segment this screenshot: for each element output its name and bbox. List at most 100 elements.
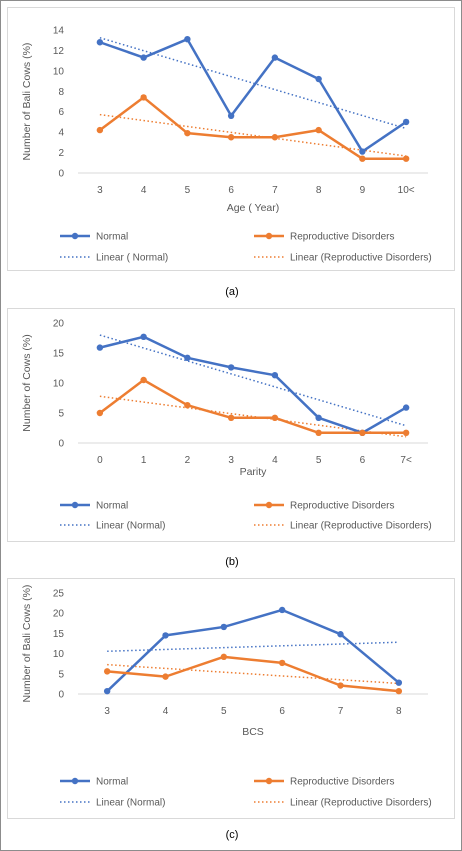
caption-a: (a) — [225, 286, 239, 298]
legend-label: Normal — [96, 777, 128, 788]
legend-label: Reproductive Disorders — [290, 777, 395, 788]
x-axis-title: Parity — [240, 466, 268, 478]
series-line — [99, 37, 407, 153]
x-tick-label: 10< — [398, 185, 415, 196]
data-point — [271, 134, 279, 141]
y-tick-label: 12 — [53, 46, 65, 57]
y-tick-label: 20 — [53, 319, 65, 330]
data-point — [337, 682, 344, 689]
data-point — [402, 118, 410, 126]
data-point — [140, 94, 147, 101]
legend-label: Reproductive Disorders — [290, 501, 395, 512]
x-tick-label: 5 — [185, 185, 191, 196]
data-point — [337, 631, 344, 638]
trendline — [107, 641, 399, 652]
data-point — [271, 54, 279, 61]
data-point — [271, 372, 279, 379]
legend-marker — [265, 232, 273, 240]
data-point — [96, 409, 104, 417]
data-point — [402, 155, 410, 162]
x-tick-label: 5 — [316, 455, 322, 466]
legend-label: Linear (Normal) — [96, 798, 165, 809]
data-point — [96, 39, 104, 46]
x-tick-label: 5 — [221, 706, 227, 717]
legend-label: Linear ( Normal) — [96, 253, 168, 264]
y-tick-label: 25 — [53, 589, 65, 600]
data-point — [227, 364, 235, 371]
x-tick-label: 3 — [104, 706, 110, 717]
data-point — [271, 414, 279, 421]
y-axis-title: Number of Bali Cows (%) — [21, 585, 33, 703]
chart-panel-c: 0 5 10 15 20 25 3 4 5 6 7 8 BCS Number of Bali Cows (… — [7, 578, 455, 819]
y-tick-label: 15 — [53, 629, 65, 640]
x-tick-label: 9 — [360, 185, 366, 196]
data-point — [220, 653, 228, 661]
series-line — [107, 655, 399, 693]
data-point — [402, 404, 410, 411]
data-point — [227, 414, 235, 421]
y-tick-label: 0 — [58, 690, 64, 701]
x-tick-label: 4 — [163, 706, 169, 717]
y-tick-label: 6 — [58, 107, 64, 118]
legend-label: Linear (Reproductive Disorders) — [290, 253, 432, 264]
x-tick-label: 4 — [272, 455, 278, 466]
data-point — [103, 687, 111, 695]
data-point — [184, 35, 191, 43]
y-tick-label: 0 — [58, 439, 64, 450]
chart-svg: 0 5 10 15 20 25 3 4 5 6 7 8 BCS Number of Bali Cows (… — [21, 585, 432, 809]
data-point — [96, 344, 104, 351]
data-point — [278, 606, 286, 614]
y-axis-title: Number of Cows (%) — [21, 334, 33, 431]
data-point — [103, 668, 111, 675]
data-point — [315, 75, 322, 83]
legend-label: Normal — [96, 501, 128, 512]
y-tick-label: 10 — [53, 379, 65, 390]
x-tick-label: 3 — [97, 185, 103, 196]
x-tick-label: 1 — [141, 455, 147, 466]
data-point — [184, 402, 191, 409]
data-point — [140, 333, 147, 340]
chart-svg: 0 2 4 6 8 10 12 14 3 4 5 6 7 8 9 10< Age ( Year) Number o… — [21, 26, 432, 264]
legend-label: Reproductive Disorders — [290, 232, 395, 243]
trendline — [99, 37, 407, 130]
x-tick-label: 4 — [141, 185, 147, 196]
legend-label: Linear (Reproductive Disorders) — [290, 798, 432, 809]
data-point — [359, 429, 366, 436]
data-point — [315, 126, 322, 134]
y-tick-label: 10 — [53, 649, 65, 660]
series-line — [99, 335, 407, 435]
caption-b: (b) — [225, 556, 239, 568]
legend-label: Linear (Reproductive Disorders) — [290, 521, 432, 532]
trendline — [99, 334, 407, 427]
y-tick-label: 15 — [53, 349, 65, 360]
data-point — [140, 376, 147, 384]
x-tick-label: 6 — [279, 706, 285, 717]
series-line — [99, 378, 407, 435]
chart-panel-a: 0 2 4 6 8 10 12 14 3 4 5 6 7 8 9 10< Age ( Year) Number o… — [7, 7, 455, 271]
x-axis-title: BCS — [242, 726, 264, 738]
data-point — [359, 155, 366, 162]
legend-marker — [71, 501, 79, 509]
y-tick-label: 10 — [53, 66, 65, 77]
data-point — [315, 429, 322, 436]
chart-svg: 0 5 10 15 20 0 1 2 3 4 5 6 7< Parity Number of Cows (%… — [21, 319, 432, 532]
y-tick-label: 4 — [58, 128, 64, 139]
x-tick-label: 6 — [228, 185, 234, 196]
legend-label: Normal — [96, 232, 128, 243]
x-tick-label: 8 — [396, 706, 402, 717]
x-tick-label: 7 — [272, 185, 278, 196]
trendline — [107, 663, 399, 685]
y-tick-label: 0 — [58, 169, 64, 180]
legend-marker — [71, 777, 79, 785]
x-axis-title: Age ( Year) — [227, 202, 280, 214]
data-point — [278, 659, 286, 667]
data-point — [359, 148, 366, 155]
data-point — [184, 354, 191, 361]
x-tick-label: 7< — [400, 455, 412, 466]
x-tick-label: 2 — [185, 455, 191, 466]
y-tick-label: 14 — [53, 26, 65, 37]
legend-marker — [265, 501, 273, 509]
series-line — [99, 96, 407, 160]
x-tick-label: 0 — [97, 455, 103, 466]
